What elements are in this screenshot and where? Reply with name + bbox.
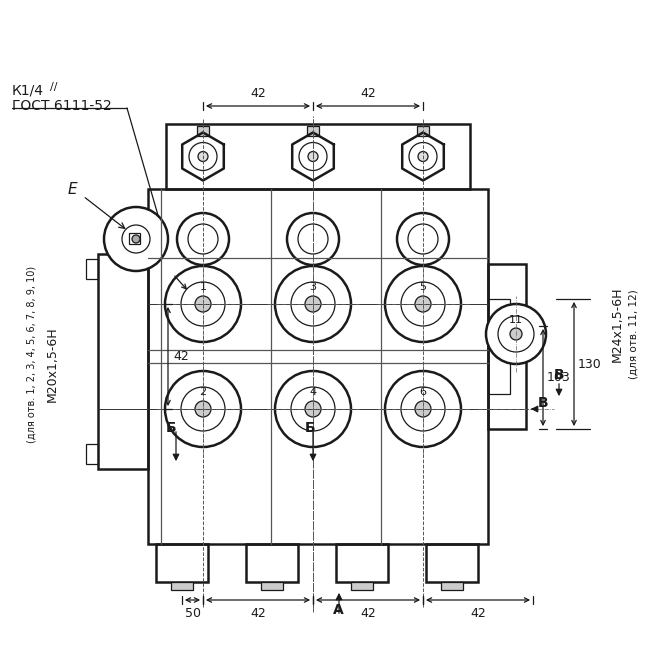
- Circle shape: [408, 224, 438, 254]
- Text: (для отв. 11, 12): (для отв. 11, 12): [629, 289, 639, 379]
- Circle shape: [287, 213, 339, 265]
- Bar: [86, 259, 98, 279]
- Text: В: В: [554, 368, 565, 382]
- Bar: [426, 544, 478, 582]
- Bar: [166, 124, 470, 189]
- Text: //: //: [50, 82, 57, 92]
- Text: Б: Б: [166, 421, 177, 435]
- Bar: [86, 444, 98, 464]
- Bar: [441, 582, 463, 590]
- Circle shape: [195, 296, 211, 312]
- Bar: [307, 126, 319, 136]
- Bar: [351, 582, 373, 590]
- Circle shape: [189, 143, 217, 171]
- Bar: [336, 544, 388, 582]
- Circle shape: [195, 401, 211, 417]
- Bar: [417, 126, 429, 136]
- Bar: [197, 126, 209, 136]
- Text: 3: 3: [309, 282, 317, 292]
- Circle shape: [165, 371, 241, 447]
- Circle shape: [305, 401, 321, 417]
- Text: А: А: [333, 603, 344, 617]
- Circle shape: [415, 296, 431, 312]
- Circle shape: [181, 387, 225, 431]
- Text: 2: 2: [200, 387, 207, 397]
- Text: 11: 11: [509, 315, 523, 325]
- Circle shape: [122, 225, 150, 253]
- Bar: [261, 582, 283, 590]
- Bar: [129, 233, 140, 244]
- Bar: [98, 254, 148, 469]
- Bar: [488, 299, 510, 394]
- Text: 42: 42: [173, 350, 188, 363]
- Circle shape: [291, 282, 335, 326]
- Circle shape: [401, 387, 445, 431]
- Bar: [156, 544, 208, 582]
- Text: 42: 42: [360, 607, 376, 620]
- Text: Б: Б: [305, 421, 316, 435]
- Text: 1: 1: [200, 282, 207, 292]
- Text: 50: 50: [185, 607, 200, 620]
- Circle shape: [291, 387, 335, 431]
- Circle shape: [308, 151, 318, 162]
- Text: М20х1,5-6Н: М20х1,5-6Н: [46, 326, 58, 402]
- Circle shape: [418, 151, 428, 162]
- Text: М24х1,5-6Н: М24х1,5-6Н: [610, 286, 623, 361]
- Circle shape: [385, 371, 461, 447]
- Text: В: В: [538, 396, 549, 410]
- Text: К1/4: К1/4: [12, 83, 44, 97]
- Text: 103: 103: [547, 371, 571, 384]
- Circle shape: [401, 282, 445, 326]
- Bar: [148, 189, 488, 544]
- Circle shape: [177, 213, 229, 265]
- Text: 42: 42: [360, 87, 376, 100]
- Circle shape: [299, 143, 327, 171]
- Text: 4: 4: [309, 387, 317, 397]
- Circle shape: [498, 316, 534, 352]
- Text: 42: 42: [470, 607, 486, 620]
- Text: 130: 130: [578, 358, 602, 371]
- Bar: [171, 582, 193, 590]
- Circle shape: [385, 266, 461, 342]
- Circle shape: [486, 304, 546, 364]
- Circle shape: [132, 235, 140, 243]
- Circle shape: [181, 282, 225, 326]
- Circle shape: [409, 143, 437, 171]
- Circle shape: [305, 296, 321, 312]
- Text: 6: 6: [419, 387, 426, 397]
- Bar: [246, 544, 298, 582]
- Circle shape: [298, 224, 328, 254]
- Circle shape: [415, 401, 431, 417]
- Circle shape: [198, 151, 208, 162]
- Text: 42: 42: [250, 87, 266, 100]
- Text: Е: Е: [68, 182, 77, 197]
- Circle shape: [188, 224, 218, 254]
- Circle shape: [104, 207, 168, 271]
- Text: (для отв. 1, 2, 3, 4, 5, 6, 7, 8, 9, 10): (для отв. 1, 2, 3, 4, 5, 6, 7, 8, 9, 10): [27, 265, 37, 443]
- Text: 5: 5: [419, 282, 426, 292]
- Bar: [488, 264, 526, 429]
- Circle shape: [275, 371, 351, 447]
- Circle shape: [510, 328, 522, 340]
- Circle shape: [397, 213, 449, 265]
- Circle shape: [165, 266, 241, 342]
- Text: ГОСТ 6111-52: ГОСТ 6111-52: [12, 99, 112, 113]
- Circle shape: [275, 266, 351, 342]
- Text: 42: 42: [250, 607, 266, 620]
